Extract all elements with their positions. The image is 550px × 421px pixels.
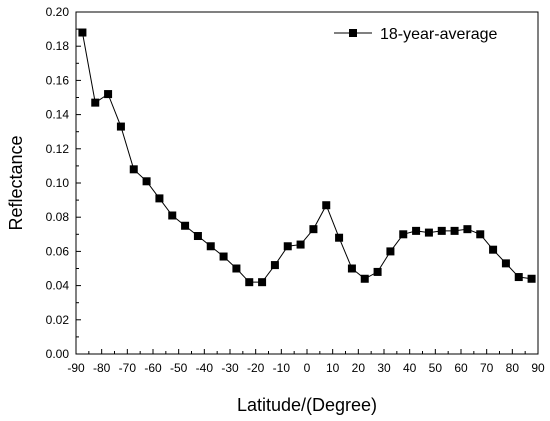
data-point-marker bbox=[142, 177, 151, 186]
data-point-marker bbox=[399, 230, 408, 239]
x-axis: -90 -80 -70 -60 -50 -40 -30 -20 -10 0 10 20 30 40 50 60… bbox=[67, 349, 545, 375]
y-tick-label: 0.06 bbox=[46, 244, 70, 258]
x-tick-label: 0 bbox=[304, 361, 311, 375]
y-axis: 0.00 0.02 0.04 0.06 0.08 0.10 0.12 0.14 0.16 0.18… bbox=[46, 5, 81, 361]
y-tick-label: 0.04 bbox=[46, 279, 70, 293]
data-point-marker bbox=[501, 259, 510, 268]
y-tick-label: 0.10 bbox=[46, 176, 70, 190]
data-point-marker bbox=[322, 201, 331, 210]
x-tick-label: 40 bbox=[403, 361, 417, 375]
y-tick-label: 0.14 bbox=[46, 108, 70, 122]
x-tick-label: -20 bbox=[247, 361, 265, 375]
x-tick-label: -50 bbox=[170, 361, 188, 375]
data-point-marker bbox=[232, 264, 241, 273]
y-tick-label: 0.18 bbox=[46, 39, 70, 53]
data-point-marker bbox=[129, 165, 138, 174]
x-tick-label: 20 bbox=[352, 361, 366, 375]
data-point-marker bbox=[373, 267, 382, 276]
x-tick-label: 10 bbox=[326, 361, 340, 375]
legend-label: 18-year-average bbox=[380, 26, 498, 43]
data-point-marker bbox=[219, 252, 228, 261]
x-axis-title: Latitude/(Degree) bbox=[237, 395, 377, 415]
data-point-marker bbox=[104, 90, 113, 99]
data-point-marker bbox=[476, 230, 485, 239]
data-point-marker bbox=[309, 225, 318, 234]
x-tick-label: 60 bbox=[454, 361, 468, 375]
data-point-marker bbox=[437, 226, 446, 235]
x-tick-label: 80 bbox=[506, 361, 520, 375]
data-point-marker bbox=[424, 228, 433, 237]
data-point-marker bbox=[386, 247, 395, 256]
legend-marker bbox=[349, 29, 357, 37]
data-point-marker bbox=[91, 98, 100, 107]
data-point-marker bbox=[450, 226, 459, 235]
x-tick-label: 50 bbox=[429, 361, 443, 375]
data-point-marker bbox=[78, 28, 87, 37]
data-point-marker bbox=[360, 274, 369, 283]
y-tick-label: 0.08 bbox=[46, 210, 70, 224]
data-point-marker bbox=[168, 211, 177, 220]
data-point-marker bbox=[270, 261, 279, 270]
x-tick-label: -90 bbox=[67, 361, 85, 375]
x-tick-label: -30 bbox=[221, 361, 239, 375]
data-point-marker bbox=[463, 225, 472, 234]
data-point-marker bbox=[296, 240, 305, 249]
x-tick-label: -40 bbox=[196, 361, 214, 375]
data-point-marker bbox=[245, 278, 254, 287]
data-point-marker bbox=[193, 232, 202, 241]
x-tick-label: 90 bbox=[531, 361, 545, 375]
data-point-marker bbox=[116, 122, 125, 131]
series-line-18-year-average bbox=[81, 32, 532, 283]
data-point-marker bbox=[489, 245, 498, 254]
data-point-marker bbox=[181, 221, 190, 230]
y-tick-label: 0.12 bbox=[46, 142, 70, 156]
legend: 18-year-average bbox=[334, 26, 498, 43]
y-tick-label: 0.20 bbox=[46, 5, 70, 19]
x-tick-label: -80 bbox=[93, 361, 111, 375]
data-point-marker bbox=[527, 274, 536, 283]
x-tick-label: 70 bbox=[480, 361, 494, 375]
x-tick-label: -60 bbox=[144, 361, 162, 375]
data-point-marker bbox=[335, 233, 344, 242]
data-point-marker bbox=[258, 278, 267, 287]
x-tick-label: -70 bbox=[119, 361, 137, 375]
y-tick-label: 0.00 bbox=[46, 347, 70, 361]
data-point-marker bbox=[412, 226, 421, 235]
y-tick-label: 0.02 bbox=[46, 313, 70, 327]
data-point-marker bbox=[206, 242, 215, 251]
x-tick-label: 30 bbox=[377, 361, 391, 375]
y-axis-title: Reflectance bbox=[6, 135, 26, 230]
data-point-marker bbox=[347, 264, 356, 273]
data-point-marker bbox=[155, 194, 164, 203]
data-point-marker bbox=[283, 242, 292, 251]
data-point-marker bbox=[514, 273, 523, 282]
y-tick-label: 0.16 bbox=[46, 73, 70, 87]
series-markers bbox=[78, 28, 536, 287]
x-tick-label: -10 bbox=[273, 361, 291, 375]
